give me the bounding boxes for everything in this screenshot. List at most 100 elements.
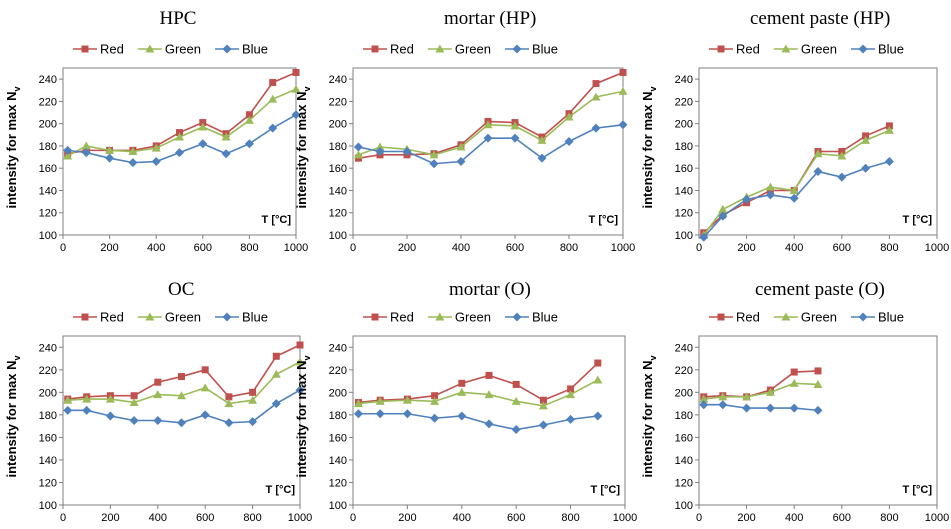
data-point bbox=[483, 120, 493, 129]
data-point bbox=[458, 379, 466, 387]
chart-title: cement paste (O) bbox=[755, 279, 885, 300]
data-point bbox=[837, 172, 847, 182]
y-axis-label: intensity for max Nv bbox=[4, 86, 22, 208]
x-tick-label: 400 bbox=[453, 512, 471, 524]
y-tick-label: 120 bbox=[39, 477, 57, 489]
data-point bbox=[105, 153, 115, 163]
data-point bbox=[431, 392, 439, 400]
data-point bbox=[295, 385, 305, 395]
data-point bbox=[511, 396, 521, 405]
y-tick-label: 200 bbox=[675, 119, 693, 131]
data-point bbox=[63, 151, 73, 160]
x-tick-label: 1000 bbox=[288, 512, 312, 524]
y-axis-label-subscript: v bbox=[648, 355, 658, 360]
legend-label: Red bbox=[100, 310, 124, 325]
data-point bbox=[249, 388, 257, 396]
y-tick-label: 140 bbox=[39, 455, 57, 467]
data-point bbox=[429, 159, 439, 169]
data-point bbox=[81, 141, 91, 150]
x-tick-label: 200 bbox=[737, 242, 755, 254]
y-tick-label: 200 bbox=[329, 119, 347, 131]
y-axis-label: intensity for max Nv bbox=[640, 355, 658, 477]
x-tick-label: 200 bbox=[398, 512, 416, 524]
y-tick-label: 200 bbox=[675, 387, 693, 399]
y-tick-label: 240 bbox=[329, 342, 347, 354]
data-point bbox=[884, 157, 894, 167]
series-blue bbox=[63, 110, 301, 168]
series-blue bbox=[699, 157, 894, 242]
data-point bbox=[485, 371, 493, 379]
data-point bbox=[268, 123, 278, 133]
y-tick-label: 120 bbox=[329, 477, 347, 489]
x-tick-label: 600 bbox=[833, 512, 851, 524]
data-point bbox=[699, 400, 709, 410]
data-point bbox=[248, 417, 258, 427]
data-point bbox=[564, 136, 574, 146]
data-point bbox=[430, 396, 440, 405]
x-tick-label: 1000 bbox=[284, 242, 308, 254]
data-point bbox=[567, 385, 575, 393]
plot-area bbox=[698, 67, 938, 236]
data-point bbox=[296, 341, 304, 349]
data-point bbox=[537, 135, 547, 144]
legend-label: Green bbox=[165, 42, 201, 57]
data-point bbox=[224, 399, 234, 408]
y-axis-label-main: intensity for max N bbox=[294, 91, 309, 208]
legend-marker bbox=[717, 313, 725, 321]
legend-label: Green bbox=[455, 310, 491, 325]
y-axis-label-subscript: v bbox=[302, 355, 312, 360]
data-point bbox=[402, 147, 412, 156]
data-point bbox=[198, 139, 208, 149]
data-point bbox=[244, 115, 254, 124]
legend-marker bbox=[512, 312, 522, 322]
data-point bbox=[790, 368, 798, 376]
y-tick-label: 180 bbox=[39, 410, 57, 422]
data-point bbox=[538, 401, 548, 410]
data-point bbox=[105, 394, 115, 403]
data-point bbox=[295, 357, 305, 366]
legend-marker bbox=[81, 313, 89, 321]
data-point bbox=[813, 167, 823, 177]
y-tick-label: 140 bbox=[675, 185, 693, 197]
y-tick-label: 160 bbox=[39, 432, 57, 444]
data-point bbox=[105, 411, 115, 421]
legend-label: Red bbox=[390, 42, 414, 57]
x-tick-label: 0 bbox=[60, 512, 66, 524]
x-tick-label: 400 bbox=[452, 242, 470, 254]
data-point bbox=[813, 149, 823, 158]
series-green bbox=[63, 84, 301, 160]
series-blue bbox=[353, 120, 628, 169]
x-tick-label: 800 bbox=[880, 242, 898, 254]
y-axis-label-subscript: v bbox=[12, 86, 22, 91]
legend-label: Green bbox=[801, 310, 837, 325]
legend: Red Green Blue bbox=[709, 42, 904, 57]
legend-marker bbox=[858, 312, 868, 322]
x-tick-label: 600 bbox=[196, 512, 214, 524]
y-tick-label: 160 bbox=[329, 163, 347, 175]
plot-area bbox=[352, 67, 624, 236]
data-point bbox=[789, 185, 799, 194]
y-tick-label: 140 bbox=[329, 185, 347, 197]
data-point bbox=[63, 405, 73, 415]
x-tick-label: 1000 bbox=[611, 242, 635, 254]
data-point bbox=[82, 394, 92, 403]
data-point bbox=[484, 390, 494, 399]
legend-marker bbox=[435, 312, 445, 321]
data-point bbox=[248, 395, 258, 404]
data-point bbox=[742, 403, 752, 413]
data-point bbox=[765, 190, 775, 200]
y-tick-label: 240 bbox=[39, 74, 57, 86]
y-axis-label: intensity for max Nv bbox=[640, 86, 658, 208]
x-axis-label: T [°C] bbox=[262, 214, 292, 226]
data-point bbox=[789, 193, 799, 203]
data-point bbox=[175, 132, 184, 141]
y-tick-label: 100 bbox=[675, 230, 693, 242]
legend: Red Green Blue bbox=[363, 42, 558, 57]
x-tick-label: 800 bbox=[561, 512, 579, 524]
x-tick-label: 0 bbox=[60, 242, 66, 254]
data-point bbox=[198, 122, 208, 131]
legend-marker bbox=[222, 44, 232, 54]
y-tick-label: 160 bbox=[39, 163, 57, 175]
